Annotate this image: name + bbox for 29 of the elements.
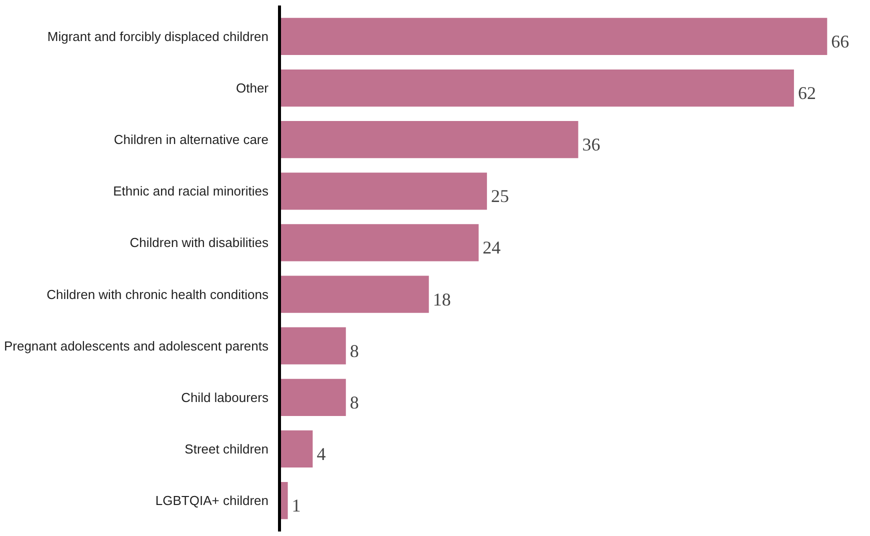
y-tick-label: Children in alternative care <box>114 132 269 148</box>
data-label: 18 <box>432 289 451 310</box>
y-tick-label: Ethnic and racial minorities <box>113 184 269 199</box>
data-label: 66 <box>831 31 850 52</box>
data-label: 24 <box>482 238 501 258</box>
bar <box>280 172 487 210</box>
bar <box>280 69 794 107</box>
data-label: 25 <box>490 186 509 206</box>
y-tick-label: Children with chronic health conditions <box>46 286 269 302</box>
bar <box>280 276 429 313</box>
data-label: 36 <box>582 134 600 155</box>
data-label: 62 <box>798 83 816 104</box>
y-tick-label: Children with disabilities <box>130 235 269 250</box>
bar <box>280 224 479 262</box>
bar <box>280 327 346 364</box>
y-tick-label: Street children <box>184 441 269 456</box>
bar <box>280 18 828 56</box>
data-label: 1 <box>292 496 301 516</box>
y-tick-label: Child labourers <box>181 390 269 405</box>
data-label: 4 <box>316 444 326 464</box>
bar <box>280 121 578 158</box>
y-tick-label: Pregnant adolescents and adolescent parents <box>4 338 269 354</box>
data-label: 8 <box>350 340 359 361</box>
y-tick-label: LGBTQIA+ children <box>155 493 268 508</box>
y-tick-label: Other <box>236 80 270 96</box>
bar <box>280 378 346 416</box>
y-tick-label: Migrant and forcibly displaced children <box>47 28 269 44</box>
data-label: 8 <box>350 392 359 412</box>
bar <box>280 430 313 468</box>
